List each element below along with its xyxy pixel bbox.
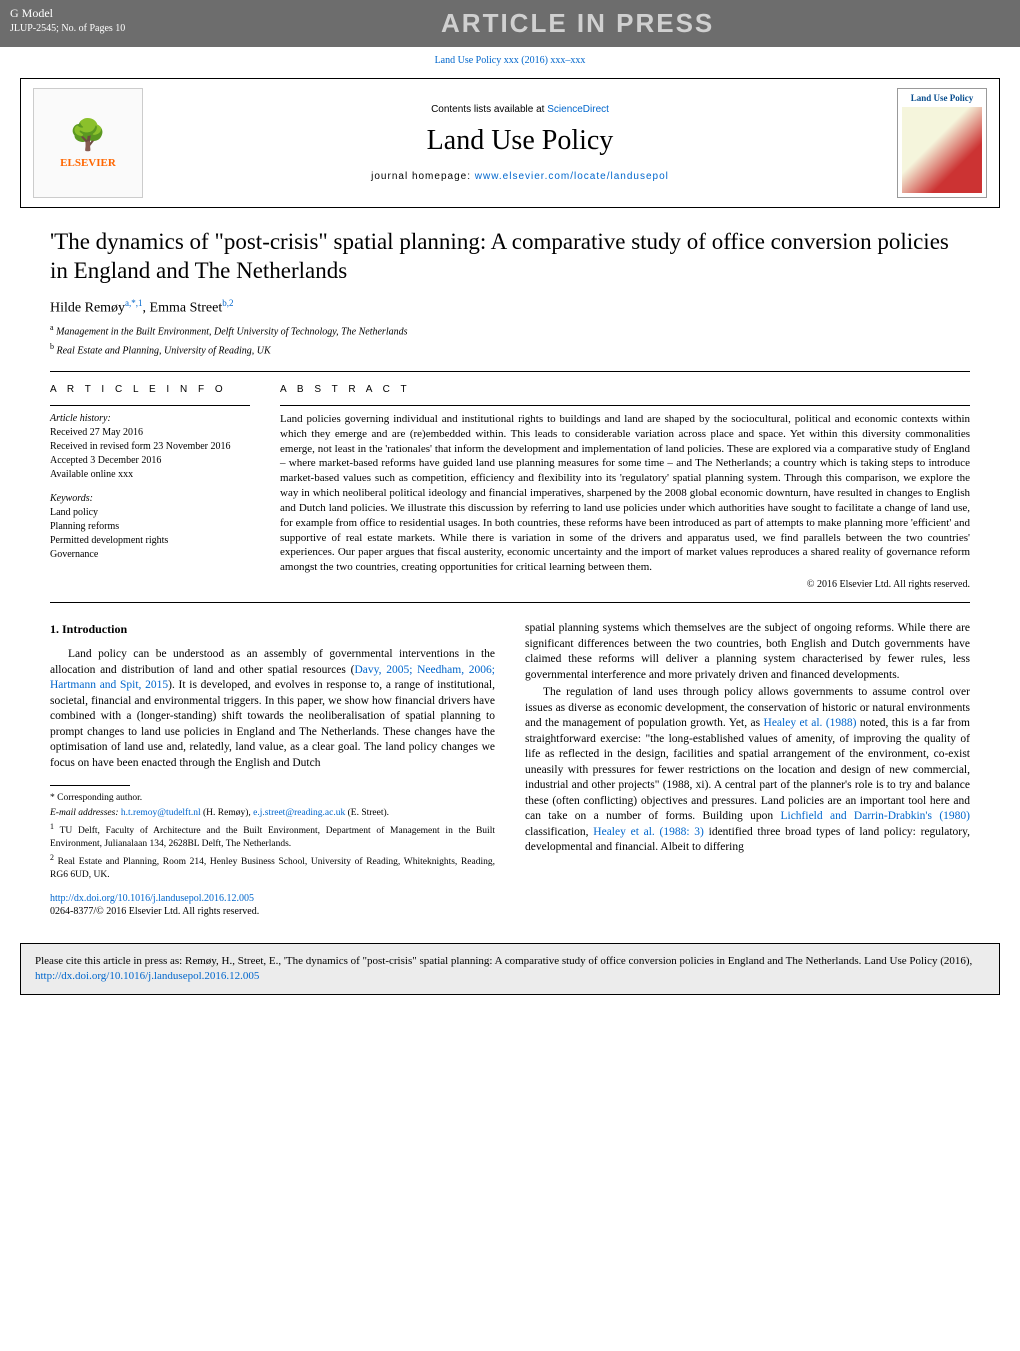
abstract-col: A B S T R A C T Land policies governing … bbox=[280, 384, 970, 590]
citation-link[interactable]: Healey et al. (1988: 3) bbox=[593, 826, 704, 838]
keyword: Governance bbox=[50, 548, 250, 562]
cover-thumb-title: Land Use Policy bbox=[902, 93, 982, 103]
journal-title: Land Use Policy bbox=[143, 125, 897, 157]
divider bbox=[50, 371, 970, 372]
history-label: Article history: bbox=[50, 412, 250, 426]
contents-label: Contents lists available at bbox=[431, 104, 547, 115]
citation-link[interactable]: Lichfield and Darrin-Drabkin's (1980) bbox=[780, 810, 970, 822]
issn-line: 0264-8377/© 2016 Elsevier Ltd. All right… bbox=[50, 906, 259, 917]
top-citation: Land Use Policy xxx (2016) xxx–xxx bbox=[0, 47, 1020, 74]
affiliation-b: b Real Estate and Planning, University o… bbox=[50, 341, 970, 358]
keyword: Planning reforms bbox=[50, 520, 250, 534]
aff-b-text: Real Estate and Planning, University of … bbox=[57, 346, 271, 357]
cite-box: Please cite this article in press as: Re… bbox=[20, 943, 1000, 996]
footnote-separator bbox=[50, 785, 130, 786]
masthead-center: Contents lists available at ScienceDirec… bbox=[143, 104, 897, 182]
divider bbox=[50, 602, 970, 603]
sciencedirect-link[interactable]: ScienceDirect bbox=[547, 104, 609, 115]
para-text: ). It is developed, and evolves in respo… bbox=[50, 679, 495, 769]
author-2-marks: b,2 bbox=[222, 298, 233, 308]
footnote-2: 2 Real Estate and Planning, Room 214, He… bbox=[50, 853, 495, 882]
header-bar: G Model JLUP-2545; No. of Pages 10 ARTIC… bbox=[0, 0, 1020, 47]
email-2[interactable]: e.j.street@reading.ac.uk bbox=[253, 808, 345, 818]
history-item: Received 27 May 2016 bbox=[50, 426, 250, 440]
aff-a-mark: a bbox=[50, 323, 54, 332]
abstract-head: A B S T R A C T bbox=[280, 384, 970, 395]
body-col-right: spatial planning systems which themselve… bbox=[525, 621, 970, 919]
cite-text: Please cite this article in press as: Re… bbox=[35, 955, 972, 967]
footnote-1: 1 TU Delft, Faculty of Architecture and … bbox=[50, 822, 495, 851]
doi-link[interactable]: http://dx.doi.org/10.1016/j.landusepol.2… bbox=[50, 893, 254, 904]
gmodel-block: G Model JLUP-2545; No. of Pages 10 bbox=[0, 0, 135, 47]
homepage-url[interactable]: www.elsevier.com/locate/landusepol bbox=[475, 171, 669, 182]
email-label: E-mail addresses: bbox=[50, 808, 121, 818]
top-citation-link[interactable]: Land Use Policy xxx (2016) xxx–xxx bbox=[435, 55, 586, 66]
corresponding-author: * Corresponding author. bbox=[50, 792, 495, 805]
para-text: noted, this is a far from straightforwar… bbox=[525, 717, 970, 822]
right-para-1: spatial planning systems which themselve… bbox=[525, 621, 970, 683]
gmodel-label: G Model bbox=[10, 6, 125, 22]
keywords-label: Keywords: bbox=[50, 492, 250, 506]
content: 'The dynamics of "post-crisis" spatial p… bbox=[0, 208, 1020, 929]
contents-line: Contents lists available at ScienceDirec… bbox=[143, 104, 897, 115]
email-1[interactable]: h.t.remoy@tudelft.nl bbox=[121, 808, 201, 818]
elsevier-logo: 🌳 ELSEVIER bbox=[33, 88, 143, 198]
article-in-press-banner: ARTICLE IN PRESS bbox=[135, 0, 1020, 47]
right-para-2: The regulation of land uses through poli… bbox=[525, 685, 970, 856]
elsevier-tree-icon: 🌳 bbox=[69, 118, 106, 153]
body-col-left: 1. Introduction Land policy can be under… bbox=[50, 621, 495, 919]
section-1-head: 1. Introduction bbox=[50, 621, 495, 637]
author-1-marks: a,*,1 bbox=[125, 298, 143, 308]
author-2: Emma Street bbox=[150, 300, 223, 315]
aff-a-text: Management in the Built Environment, Del… bbox=[56, 326, 407, 337]
history-item: Available online xxx bbox=[50, 468, 250, 482]
fn-2-text: Real Estate and Planning, Room 214, Henl… bbox=[50, 857, 495, 880]
history-block: Article history: Received 27 May 2016 Re… bbox=[50, 412, 250, 482]
job-line: JLUP-2545; No. of Pages 10 bbox=[10, 22, 125, 35]
homepage-prefix: journal homepage: bbox=[371, 171, 475, 182]
abstract-copyright: © 2016 Elsevier Ltd. All rights reserved… bbox=[280, 579, 970, 590]
authors-line: Hilde Remøya,*,1, Emma Streetb,2 bbox=[50, 298, 970, 317]
citation-link[interactable]: Healey et al. (1988) bbox=[764, 717, 857, 729]
doi-block: http://dx.doi.org/10.1016/j.landusepol.2… bbox=[50, 892, 495, 919]
cite-doi-link[interactable]: http://dx.doi.org/10.1016/j.landusepol.2… bbox=[35, 970, 259, 982]
article-info-col: A R T I C L E I N F O Article history: R… bbox=[50, 384, 250, 590]
author-1: Hilde Remøy bbox=[50, 300, 125, 315]
email-2-name: (E. Street). bbox=[345, 808, 389, 818]
article-info-head: A R T I C L E I N F O bbox=[50, 384, 250, 395]
abstract-text: Land policies governing individual and i… bbox=[280, 412, 970, 575]
homepage-line: journal homepage: www.elsevier.com/locat… bbox=[143, 171, 897, 182]
footnotes: * Corresponding author. E-mail addresses… bbox=[50, 792, 495, 881]
history-item: Received in revised form 23 November 201… bbox=[50, 440, 250, 454]
affiliation-a: a Management in the Built Environment, D… bbox=[50, 322, 970, 339]
aff-b-mark: b bbox=[50, 342, 54, 351]
para-text: classification, bbox=[525, 826, 593, 838]
keyword: Permitted development rights bbox=[50, 534, 250, 548]
fn-1-text: TU Delft, Faculty of Architecture and th… bbox=[50, 826, 495, 849]
email-1-name: (H. Remøy), bbox=[201, 808, 254, 818]
masthead: 🌳 ELSEVIER Contents lists available at S… bbox=[20, 78, 1000, 208]
elsevier-name: ELSEVIER bbox=[60, 157, 116, 169]
info-abstract-row: A R T I C L E I N F O Article history: R… bbox=[50, 384, 970, 590]
cover-art-icon bbox=[902, 107, 982, 193]
intro-para-1: Land policy can be understood as an asse… bbox=[50, 647, 495, 771]
keyword: Land policy bbox=[50, 506, 250, 520]
history-item: Accepted 3 December 2016 bbox=[50, 454, 250, 468]
journal-cover-thumb: Land Use Policy bbox=[897, 88, 987, 198]
article-title: 'The dynamics of "post-crisis" spatial p… bbox=[50, 228, 970, 286]
divider bbox=[280, 405, 970, 406]
email-line: E-mail addresses: h.t.remoy@tudelft.nl (… bbox=[50, 807, 495, 820]
divider bbox=[50, 405, 250, 406]
body-columns: 1. Introduction Land policy can be under… bbox=[50, 621, 970, 919]
keywords-block: Keywords: Land policy Planning reforms P… bbox=[50, 492, 250, 562]
